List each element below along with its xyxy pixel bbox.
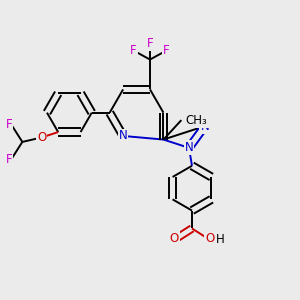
Text: F: F bbox=[6, 118, 12, 130]
Text: F: F bbox=[6, 153, 12, 166]
Text: F: F bbox=[130, 44, 137, 57]
Text: CH₃: CH₃ bbox=[186, 114, 208, 127]
Text: O: O bbox=[37, 131, 46, 144]
Text: N: N bbox=[184, 141, 194, 154]
Text: F: F bbox=[163, 44, 170, 57]
Text: N: N bbox=[119, 129, 128, 142]
Text: N: N bbox=[200, 120, 209, 133]
Text: H: H bbox=[216, 233, 225, 246]
Text: O: O bbox=[169, 232, 179, 245]
Text: F: F bbox=[147, 37, 153, 50]
Text: O: O bbox=[205, 232, 214, 245]
